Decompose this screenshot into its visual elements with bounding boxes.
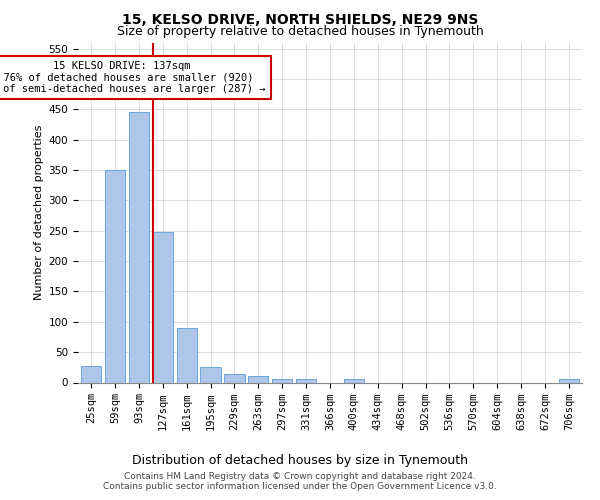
Text: Distribution of detached houses by size in Tynemouth: Distribution of detached houses by size … xyxy=(132,454,468,467)
Bar xyxy=(559,380,579,382)
Bar xyxy=(224,374,245,382)
Bar xyxy=(248,376,268,382)
Bar xyxy=(200,368,221,382)
Bar xyxy=(152,232,173,382)
Text: 15 KELSO DRIVE: 137sqm
← 76% of detached houses are smaller (920)
24% of semi-de: 15 KELSO DRIVE: 137sqm ← 76% of detached… xyxy=(0,60,266,94)
Text: Size of property relative to detached houses in Tynemouth: Size of property relative to detached ho… xyxy=(116,25,484,38)
Text: 15, KELSO DRIVE, NORTH SHIELDS, NE29 9NS: 15, KELSO DRIVE, NORTH SHIELDS, NE29 9NS xyxy=(122,12,478,26)
Bar xyxy=(344,380,364,382)
Text: Contains HM Land Registry data © Crown copyright and database right 2024.: Contains HM Land Registry data © Crown c… xyxy=(124,472,476,481)
Bar xyxy=(105,170,125,382)
Y-axis label: Number of detached properties: Number of detached properties xyxy=(34,125,44,300)
Text: Contains public sector information licensed under the Open Government Licence v3: Contains public sector information licen… xyxy=(103,482,497,491)
Bar xyxy=(81,366,101,382)
Bar xyxy=(176,328,197,382)
Bar xyxy=(129,112,149,382)
Bar xyxy=(272,379,292,382)
Bar xyxy=(296,380,316,382)
